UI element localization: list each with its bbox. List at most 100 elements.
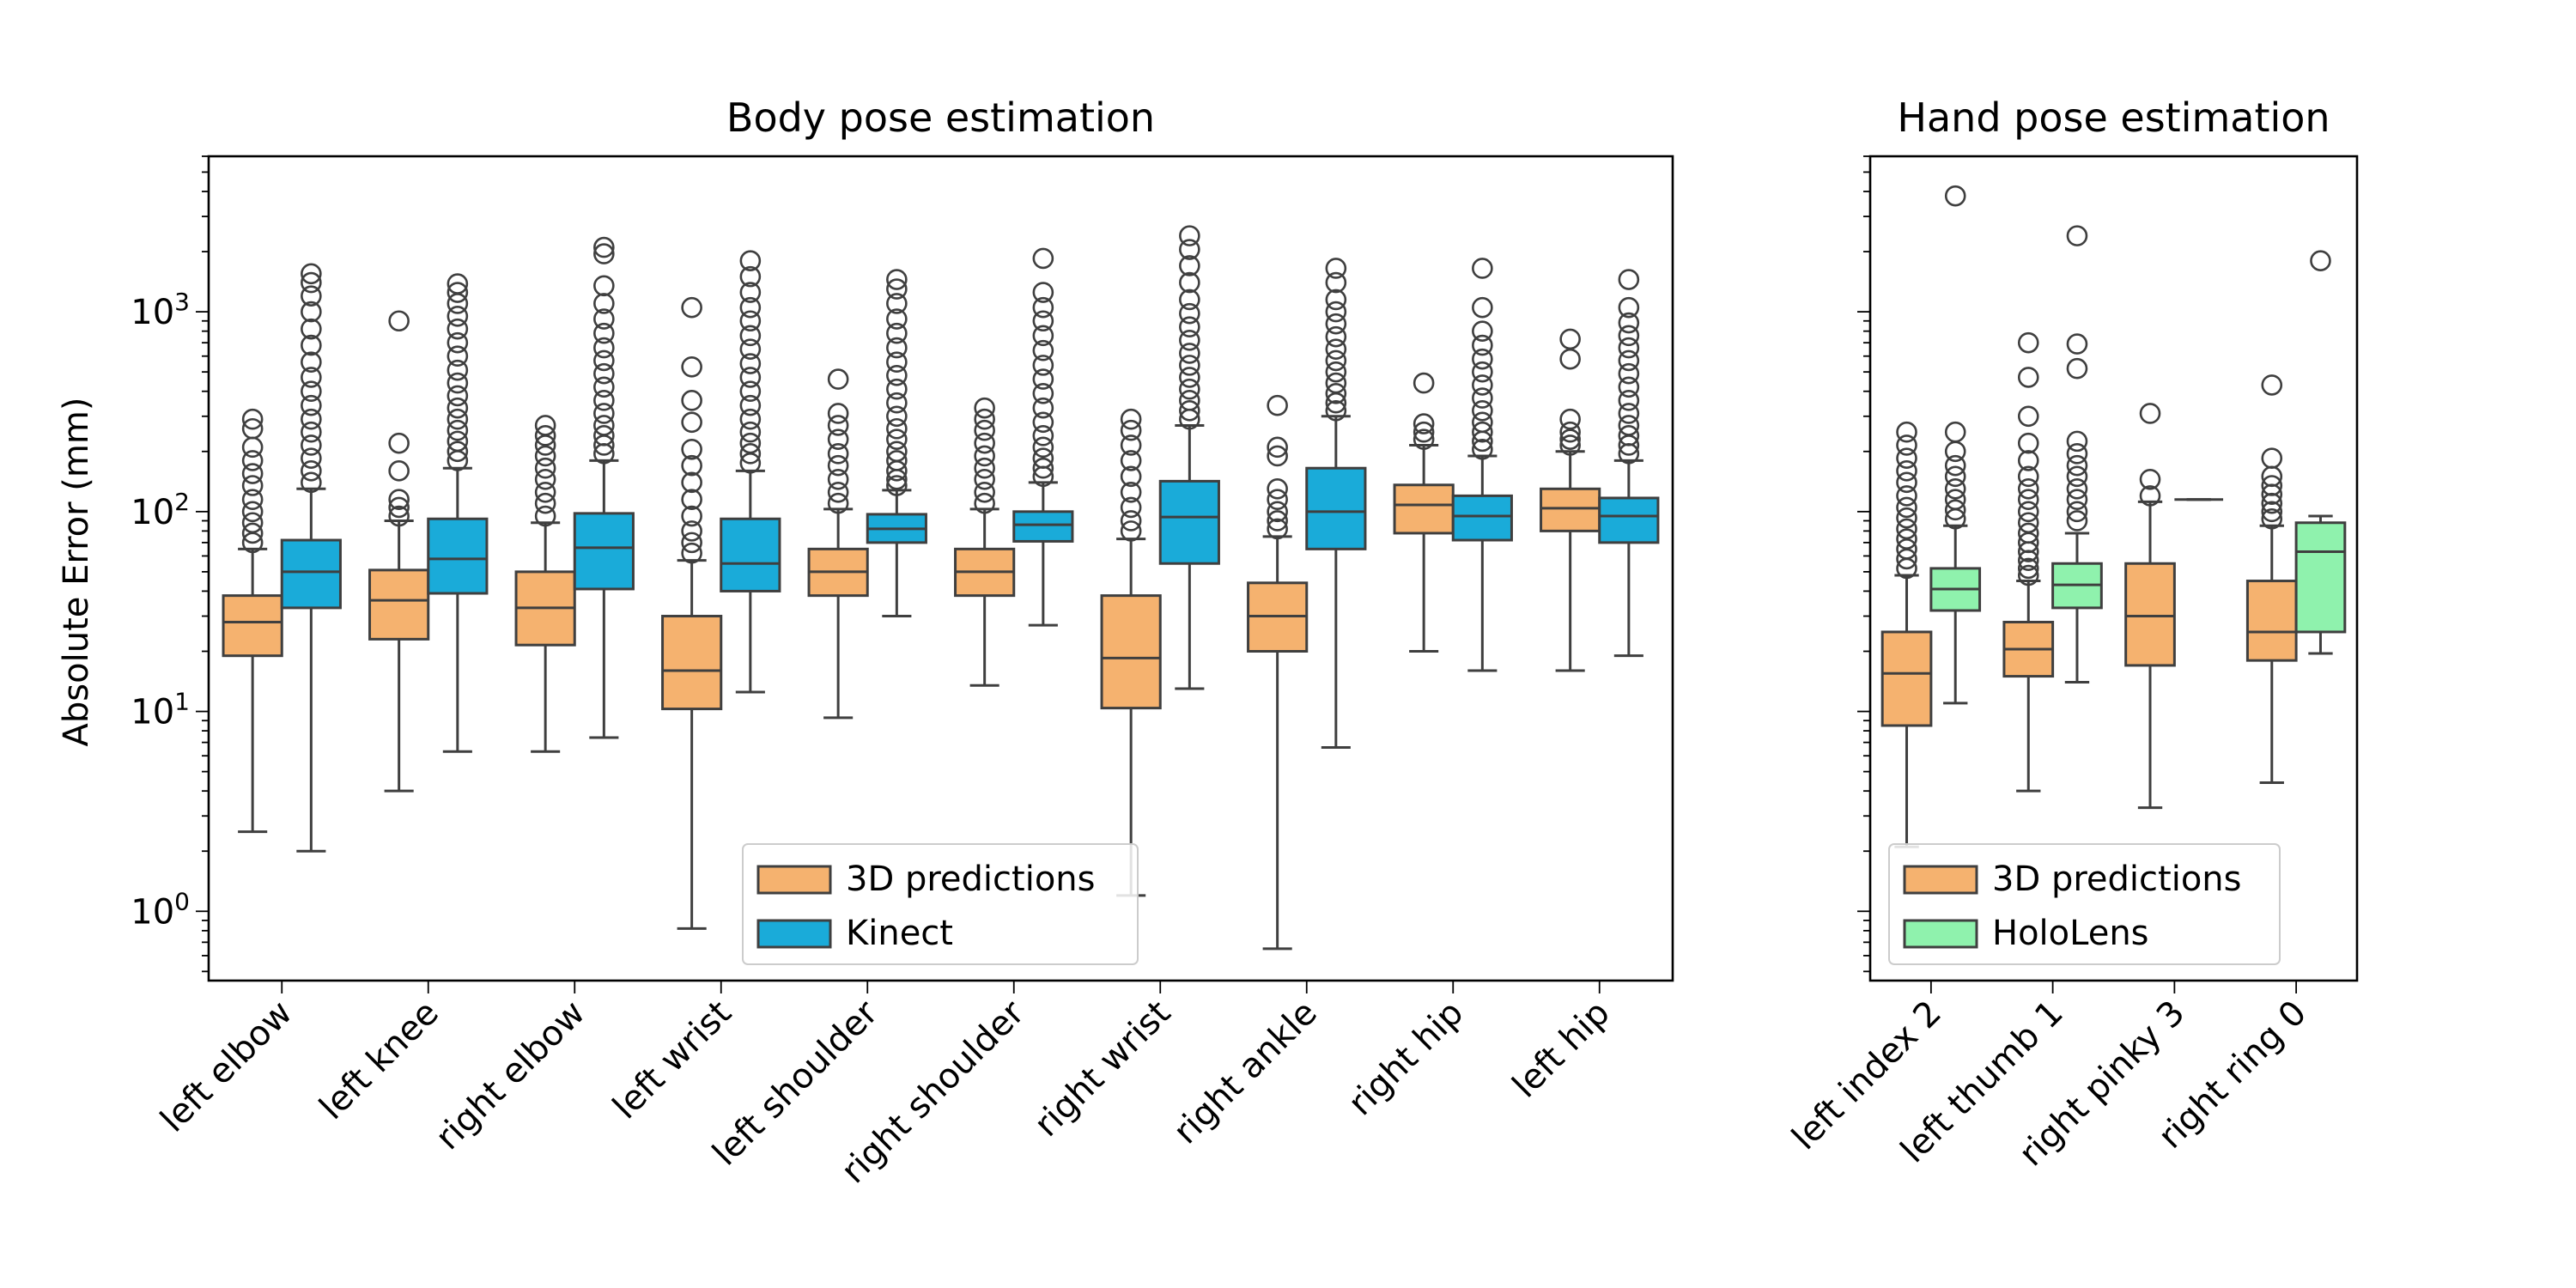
outlier-point [1325, 301, 1347, 323]
box-3d-predictions [954, 397, 1016, 687]
panel-title: Body pose estimation [726, 94, 1155, 141]
outlier-point [447, 419, 469, 441]
outlier-point [2261, 447, 2283, 469]
box-kinect [1451, 258, 1513, 672]
outlier-point [2139, 468, 2161, 490]
box-3d-predictions [514, 415, 576, 753]
legend-swatch [1903, 919, 1978, 949]
box-3d-predictions [222, 408, 283, 834]
outlier-point [241, 417, 264, 440]
box-hololens [2051, 225, 2103, 684]
outlier-point [974, 419, 995, 441]
outlier-point [1559, 428, 1581, 450]
box-iqr [720, 517, 781, 592]
outlier-point [1120, 465, 1142, 488]
box-kinect [280, 263, 342, 853]
box-3d-predictions [661, 296, 723, 930]
outlier-point [739, 353, 762, 374]
x-tick-label: right elbow [428, 993, 593, 1158]
outlier-point [739, 296, 762, 319]
outlier-point [1325, 361, 1347, 383]
outlier-point [1032, 282, 1054, 303]
outlier-point [1120, 419, 1142, 441]
outlier-point [1559, 421, 1581, 443]
outlier-point [1179, 239, 1200, 260]
outlier-point [739, 380, 762, 403]
outlier-point [1618, 425, 1640, 447]
outlier-point [1032, 368, 1054, 390]
outlier-point [593, 293, 615, 314]
outlier-point [2310, 250, 2331, 271]
outlier-point [241, 408, 264, 430]
box-hololens [2294, 250, 2347, 655]
outlier-point [2139, 485, 2161, 507]
outlier-point [974, 457, 995, 479]
outlier-point [1120, 481, 1142, 503]
outlier-point [2017, 522, 2039, 544]
outlier-point [593, 236, 615, 258]
outlier-point [1120, 434, 1142, 456]
legend-label: 3D predictions [1992, 860, 2242, 899]
box-iqr [2294, 521, 2347, 634]
outlier-point [1472, 334, 1493, 356]
outlier-point [886, 428, 908, 450]
outlier-point [593, 275, 615, 297]
outlier-point [2066, 225, 2088, 246]
outlier-point [1179, 271, 1200, 294]
outlier-point [1032, 436, 1054, 459]
x-tick-label: right ankle [1166, 993, 1325, 1152]
outlier-point [681, 411, 702, 434]
outlier-point [827, 454, 849, 477]
outlier-point [827, 492, 849, 514]
outlier-point [1944, 489, 1966, 511]
outlier-point [241, 512, 264, 534]
outlier-point [827, 415, 849, 436]
outlier-point [241, 475, 264, 496]
box-3d-predictions [1100, 408, 1162, 897]
outlier-point [739, 432, 762, 454]
outlier-point [1944, 465, 1966, 488]
outlier-point [1618, 296, 1640, 319]
outlier-point [1896, 538, 1917, 560]
y-tick-label: 103 [131, 288, 190, 332]
outlier-point [1325, 289, 1347, 311]
outlier-point [447, 372, 469, 394]
outlier-point [2066, 443, 2088, 465]
box-iqr [222, 594, 283, 658]
outlier-point [1032, 382, 1054, 404]
legend-label: HoloLens [1992, 914, 2149, 953]
outlier-point [301, 334, 322, 356]
outlier-point [1413, 428, 1435, 450]
outlier-point [1944, 421, 1966, 443]
outlier-point [739, 367, 762, 388]
outlier-point [1944, 499, 1966, 521]
outlier-point [886, 351, 908, 374]
legend-swatch [1903, 865, 1978, 895]
outlier-point [2017, 367, 2039, 388]
outlier-point [886, 269, 908, 290]
outlier-point [1944, 185, 1966, 207]
outlier-point [301, 447, 322, 469]
outlier-point [827, 443, 849, 465]
outlier-point [534, 492, 556, 514]
outlier-point [1267, 510, 1288, 532]
outlier-point [1325, 349, 1347, 372]
outlier-point [593, 362, 615, 385]
outlier-point [974, 481, 995, 503]
outlier-point [1325, 313, 1347, 335]
outlier-point [886, 417, 908, 440]
outlier-point [388, 505, 410, 527]
outlier-point [301, 471, 322, 494]
outlier-point [2261, 374, 2283, 396]
box-iqr [573, 512, 635, 591]
outlier-point [1032, 310, 1054, 332]
outlier-point [241, 436, 264, 459]
outlier-point [1559, 348, 1581, 370]
outlier-point [2017, 465, 2039, 488]
x-tick-label: left hip [1505, 993, 1618, 1106]
outlier-point [534, 505, 556, 527]
outlier-point [827, 403, 849, 424]
outlier-point [2066, 465, 2088, 488]
outlier-point [593, 425, 615, 447]
